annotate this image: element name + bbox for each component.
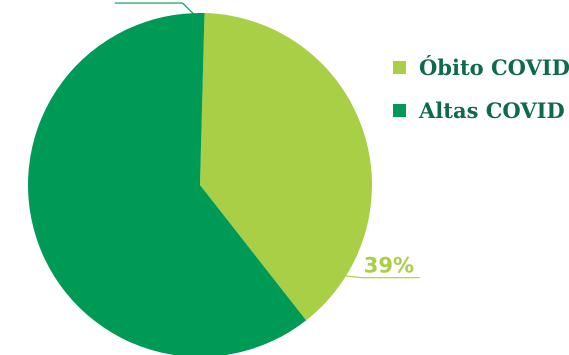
- legend-swatch-obito: [393, 60, 406, 74]
- legend-item-obito: Óbito COVID: [393, 52, 569, 82]
- pie-slice-obito: [200, 13, 372, 321]
- leader-line-altas: [114, 2, 196, 16]
- data-label-obito: 39%: [364, 254, 414, 278]
- legend-label-obito: Óbito COVID: [419, 54, 569, 80]
- legend-label-altas: Altas COVID: [419, 97, 565, 123]
- legend-item-altas: Altas COVID: [393, 95, 569, 125]
- data-label-altas: 61%: [117, 0, 167, 3]
- legend-swatch-altas: [393, 103, 406, 117]
- leader-line-obito: [343, 275, 420, 279]
- chart-legend: Óbito COVID Altas COVID: [393, 52, 569, 138]
- pie-slice-altas: [28, 13, 307, 355]
